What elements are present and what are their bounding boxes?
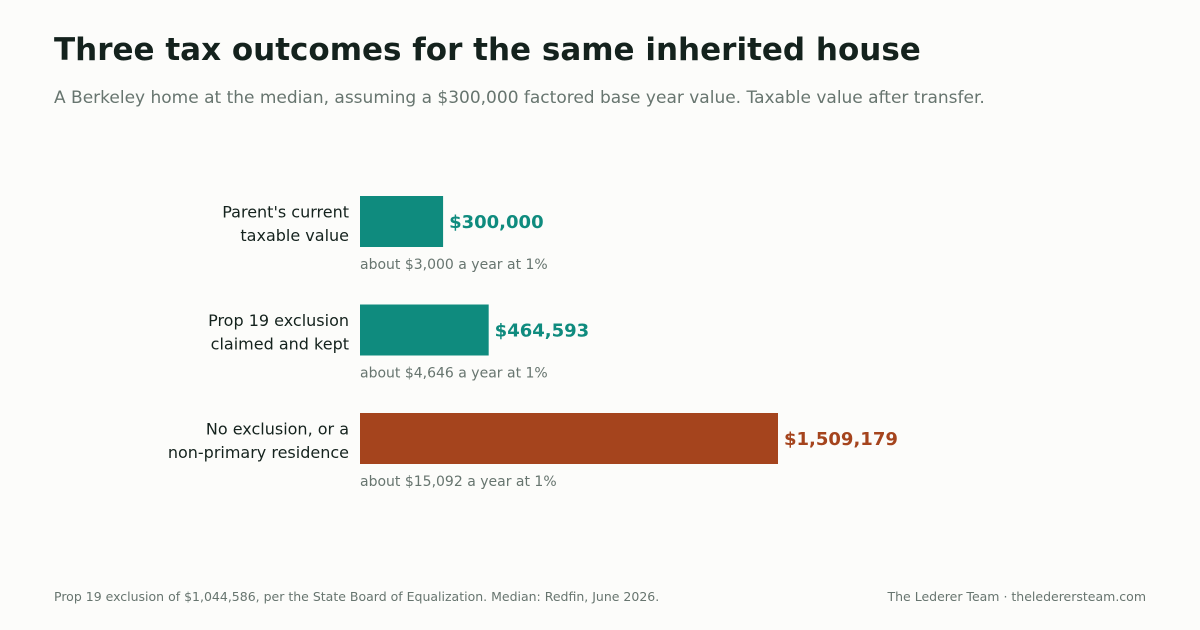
chart-title: Three tax outcomes for the same inherite… [54, 32, 921, 68]
category-label: Parent's current [222, 203, 349, 222]
value-label: $464,593 [495, 321, 590, 342]
annotation: about $3,000 a year at 1% [360, 257, 548, 273]
chart-subtitle: A Berkeley home at the median, assuming … [54, 88, 985, 108]
category-label: taxable value [240, 226, 349, 245]
bar [360, 304, 489, 356]
value-label: $1,509,179 [784, 429, 898, 450]
bar [360, 413, 778, 464]
value-label: $300,000 [449, 212, 544, 233]
category-label: No exclusion, or a [206, 420, 349, 439]
annotation: about $4,646 a year at 1% [360, 366, 548, 382]
bar [360, 196, 444, 247]
category-label: non-primary residence [168, 443, 349, 462]
annotation: about $15,092 a year at 1% [360, 474, 557, 490]
source-note: Prop 19 exclusion of $1,044,586, per the… [54, 589, 660, 604]
credit-line: The Lederer Team · thelederersteam.com [887, 589, 1146, 604]
category-label: claimed and kept [211, 335, 349, 354]
category-label: Prop 19 exclusion [208, 311, 349, 330]
